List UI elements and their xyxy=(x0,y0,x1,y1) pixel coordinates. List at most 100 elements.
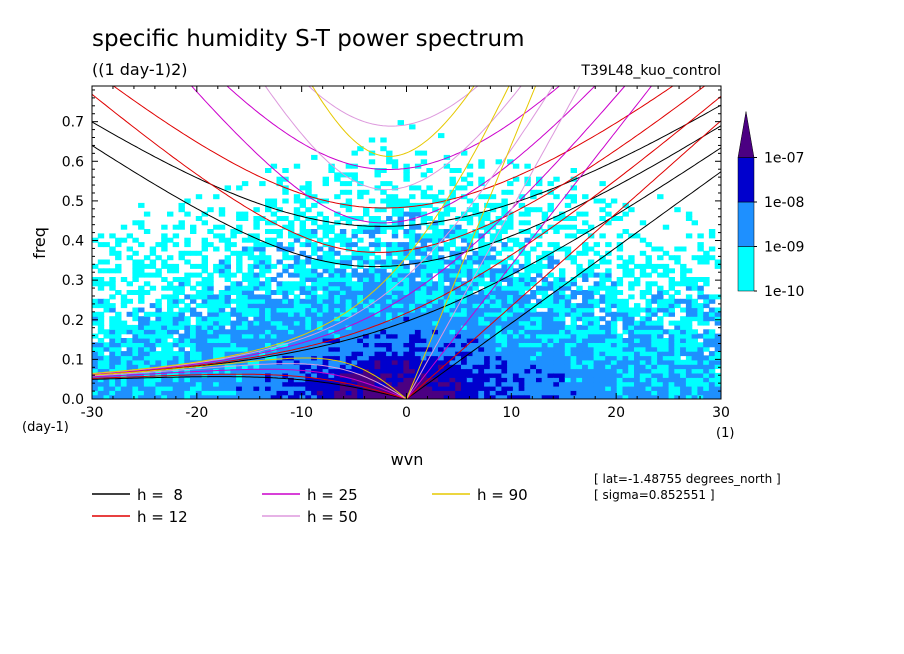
heat-cell xyxy=(380,316,387,322)
heat-cell xyxy=(426,368,433,374)
heat-cell xyxy=(714,342,721,348)
x-axis: -30 -20 -10 0 10 20 30 xyxy=(81,86,730,421)
heat-cell xyxy=(501,364,508,370)
heat-cell xyxy=(316,281,324,287)
heat-cell xyxy=(570,364,577,370)
heat-cell xyxy=(536,255,543,261)
heat-cell xyxy=(478,324,485,330)
heat-cell xyxy=(495,394,502,399)
heat-cell xyxy=(236,316,243,322)
heat-cell xyxy=(605,242,612,248)
heat-cell xyxy=(167,298,174,304)
heat-cell xyxy=(305,320,312,326)
heat-cell xyxy=(616,355,624,361)
heat-cell xyxy=(605,359,612,365)
heat-cell xyxy=(339,342,347,348)
heat-cell xyxy=(426,263,433,269)
dispersion-curve xyxy=(92,357,407,399)
heat-cell xyxy=(518,372,526,378)
heat-cell xyxy=(478,268,485,274)
heat-cell xyxy=(103,268,110,274)
heat-cell xyxy=(674,372,681,378)
heat-cell xyxy=(484,216,491,221)
heat-cell xyxy=(507,324,514,330)
heat-cell xyxy=(432,250,439,256)
heat-cell xyxy=(322,290,329,295)
x-unit-label: (1) xyxy=(716,426,734,441)
heat-cell xyxy=(461,394,468,399)
heat-cell xyxy=(443,311,451,317)
heat-cell xyxy=(184,294,191,300)
heat-cell xyxy=(247,263,255,269)
heat-cell xyxy=(414,390,422,396)
heat-cell xyxy=(374,229,381,234)
heat-cell xyxy=(426,259,433,265)
heat-cell xyxy=(697,246,704,252)
heat-cell xyxy=(397,385,404,391)
heat-cell xyxy=(420,324,428,330)
heat-cell xyxy=(576,385,583,391)
heat-cell xyxy=(201,246,208,252)
heat-cell xyxy=(703,298,710,304)
heat-cell xyxy=(691,338,698,343)
heat-cell xyxy=(714,263,721,269)
heat-cell xyxy=(270,237,278,243)
heat-cell xyxy=(368,351,376,357)
heat-cell xyxy=(155,320,162,326)
heat-cell xyxy=(397,333,404,339)
heat-cell xyxy=(374,168,381,173)
heat-cell xyxy=(438,303,445,309)
heat-cell xyxy=(247,250,255,256)
heat-cell xyxy=(259,385,266,391)
heat-cell xyxy=(305,385,312,391)
heat-cell xyxy=(639,316,647,322)
heat-cell xyxy=(143,263,151,269)
heat-cell xyxy=(610,329,618,335)
heat-cell xyxy=(674,338,681,343)
heat-cell xyxy=(524,163,531,169)
heat-cell xyxy=(541,211,549,217)
heat-cell xyxy=(253,324,260,330)
heat-cell xyxy=(455,333,462,339)
heat-cell xyxy=(541,329,549,335)
heat-cell xyxy=(657,294,664,300)
heat-cell xyxy=(224,272,231,278)
heat-cell xyxy=(553,338,560,343)
heat-cell xyxy=(351,150,358,156)
heat-cell xyxy=(432,207,439,213)
heat-cell xyxy=(599,333,606,339)
heat-cell xyxy=(282,355,289,361)
heat-cell xyxy=(167,342,174,348)
heat-cell xyxy=(559,368,566,374)
heat-cell xyxy=(466,364,474,370)
heat-cell xyxy=(397,346,404,352)
heat-cell xyxy=(616,255,624,261)
heat-cell xyxy=(305,233,312,239)
heat-cell xyxy=(536,385,543,391)
heat-cell xyxy=(282,168,289,173)
heat-cell xyxy=(380,294,387,300)
heat-cell xyxy=(391,351,399,357)
heat-cell xyxy=(524,346,531,352)
heat-cell xyxy=(657,194,664,200)
heat-cell xyxy=(680,272,687,278)
heat-cell xyxy=(236,381,243,387)
heat-cell xyxy=(247,255,255,261)
heat-cell xyxy=(224,259,231,265)
heat-cell xyxy=(132,277,139,282)
heat-cell xyxy=(201,298,208,304)
heat-cell xyxy=(224,320,231,326)
heat-cell xyxy=(293,198,301,204)
heat-cell xyxy=(409,298,416,304)
heat-cell xyxy=(351,394,358,399)
heat-cell xyxy=(634,329,641,335)
heat-cell xyxy=(299,185,306,191)
heat-cell xyxy=(328,163,335,169)
heat-cell xyxy=(680,372,687,378)
heat-cell xyxy=(582,359,589,365)
heat-cell xyxy=(518,277,526,282)
heat-cell xyxy=(345,259,353,265)
heat-cell xyxy=(610,333,618,339)
heat-cell xyxy=(409,338,416,343)
heat-cell xyxy=(524,351,531,357)
